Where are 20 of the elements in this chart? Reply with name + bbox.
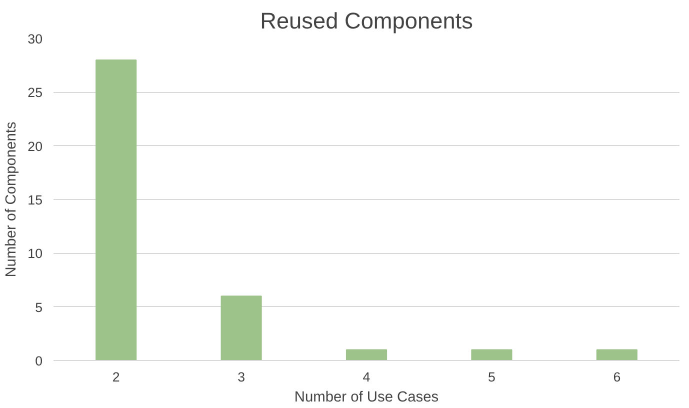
y-tick-label: 25: [28, 85, 43, 100]
bar: [346, 349, 388, 360]
bar: [220, 296, 262, 360]
x-tick-label: 2: [112, 370, 120, 384]
x-tick-label: 6: [613, 370, 621, 384]
x-tick-label: 4: [362, 370, 371, 384]
y-tick-label: 15: [28, 192, 43, 208]
y-axis-title: Number of Components: [4, 122, 20, 278]
bar: [471, 349, 512, 360]
y-tick-label: 30: [28, 32, 43, 46]
y-tick-label: 0: [35, 354, 43, 368]
y-tick-label: 20: [28, 138, 43, 154]
bar: [96, 59, 137, 360]
x-tick-label: 5: [488, 370, 496, 384]
x-tick-label: 3: [238, 370, 246, 384]
bar: [596, 349, 638, 360]
x-axis-title: Number of Use Cases: [294, 390, 439, 406]
y-tick-label: 5: [35, 300, 43, 315]
y-tick-label: 10: [28, 246, 43, 262]
chart-title: Reused Components: [260, 8, 473, 34]
